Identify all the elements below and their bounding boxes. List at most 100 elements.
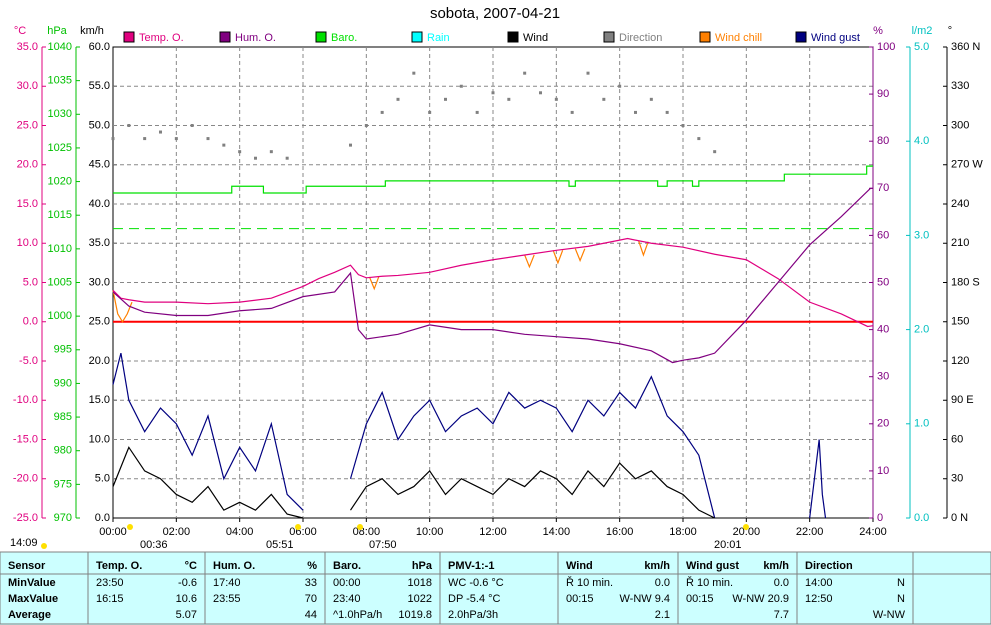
time-marker-icon [357, 524, 363, 530]
y-tick-label: 10.0 [89, 433, 110, 445]
y-tick-label: 330 [951, 80, 969, 92]
table-cell: Wind [566, 560, 593, 572]
table-cell: Ř 10 min. [566, 576, 613, 589]
legend-label: Rain [427, 32, 450, 44]
direction-dot [586, 71, 590, 75]
y-tick-label: 35.0 [89, 237, 110, 249]
table-cell: N [897, 577, 905, 589]
legend-label: Wind gust [811, 32, 860, 44]
series-line [112, 290, 133, 323]
series-line [574, 248, 586, 263]
y-tick-label: 20.0 [17, 159, 38, 171]
y-tick-label: 55.0 [89, 80, 110, 92]
table-cell: hPa [412, 560, 433, 572]
table-cell: % [307, 560, 317, 572]
axis-title: l/m2 [912, 25, 933, 37]
time-marker-label: 20:01 [714, 539, 742, 551]
y-tick-label: 0.0 [95, 512, 110, 524]
table-cell: 00:15 [566, 593, 594, 605]
y-tick-label: 995 [54, 344, 72, 356]
direction-dot [159, 130, 162, 134]
y-tick-label: 35.0 [17, 41, 38, 53]
y-tick-label: 40 [877, 324, 889, 336]
table-cell: km/h [644, 560, 670, 572]
y-tick-label: 0.0 [23, 316, 38, 328]
legend-label: Wind chill [715, 32, 762, 44]
series-line [552, 250, 564, 265]
x-tick-label: 16:00 [606, 526, 634, 538]
legend-swatch [219, 31, 231, 43]
series-line [113, 165, 873, 194]
table-cell: 70 [305, 593, 317, 605]
y-tick-label: 360 N [951, 41, 980, 53]
axis-title: km/h [80, 25, 104, 37]
direction-dot [634, 110, 637, 114]
y-tick-label: 970 [54, 512, 72, 524]
direction-dot [412, 71, 416, 75]
y-tick-label: 80 [877, 135, 889, 147]
legend-swatch [123, 31, 135, 43]
y-tick-label: 5.0 [23, 276, 38, 288]
table-cell: Sensor [8, 560, 46, 572]
table-cell: -0.6 [178, 577, 197, 589]
series-line [112, 353, 304, 511]
series-line [112, 187, 873, 364]
table-cell: 0.0 [774, 577, 789, 589]
direction-dot [602, 97, 606, 101]
table-cell: PMV-1:-1 [448, 560, 494, 572]
direction-dot [222, 143, 226, 147]
direction-dot [143, 137, 147, 141]
table-cell: DP -5.4 °C [448, 593, 501, 605]
time-marker-label: 00:36 [140, 539, 168, 551]
y-tick-label: 3.0 [914, 229, 929, 241]
direction-dot [459, 84, 463, 88]
series-line [524, 254, 535, 269]
table-cell: Direction [805, 560, 853, 572]
direction-dot [111, 137, 115, 141]
y-tick-label: 240 [951, 198, 969, 210]
y-tick-label: 40.0 [89, 198, 110, 210]
table-cell: Baro. [333, 560, 361, 572]
y-tick-label: -5.0 [19, 355, 38, 367]
table-cell: 33 [305, 577, 317, 589]
y-tick-label: 1.0 [914, 418, 929, 430]
y-tick-label: 0.0 [914, 512, 929, 524]
direction-dot [475, 110, 479, 114]
y-tick-label: 1020 [48, 175, 72, 187]
legend-swatch [603, 31, 615, 43]
direction-dot [507, 97, 511, 101]
y-tick-label: 5.0 [914, 41, 929, 53]
table-cell: 0.0 [655, 577, 670, 589]
table-cell: 00:00 [333, 577, 361, 589]
table-cell: Wind gust [686, 560, 739, 572]
table-cell: 5.07 [176, 609, 197, 621]
table-cell: 7.7 [774, 609, 789, 621]
y-tick-label: 50 [877, 276, 889, 288]
table-cell: Ř 10 min. [686, 576, 733, 589]
chart-title: sobota, 2007-04-21 [430, 5, 560, 22]
table-cell: 23:40 [333, 593, 361, 605]
time-marker-label: 05:51 [266, 539, 294, 551]
axis-title: hPa [47, 25, 67, 37]
y-tick-label: 90 [877, 88, 889, 100]
y-tick-label: 150 [951, 316, 969, 328]
table-cell: 00:15 [686, 593, 714, 605]
y-tick-label: 2.0 [914, 324, 929, 336]
x-tick-label: 04:00 [226, 526, 254, 538]
y-tick-label: 30 [951, 473, 963, 485]
legend-swatch [315, 31, 327, 43]
y-tick-label: 1000 [48, 310, 72, 322]
legend-swatch [507, 31, 519, 43]
y-tick-label: 30.0 [89, 276, 110, 288]
y-tick-label: 975 [54, 478, 72, 490]
direction-dot [665, 110, 669, 114]
axis-title: % [873, 25, 883, 37]
y-tick-label: 25.0 [17, 119, 38, 131]
y-tick-label: 210 [951, 237, 969, 249]
table-cell: 14:00 [805, 577, 833, 589]
direction-dot [349, 143, 352, 147]
y-tick-label: 90 E [951, 394, 974, 406]
table-cell: 2.1 [655, 609, 670, 621]
table-cell: W-NW 20.9 [732, 593, 789, 605]
